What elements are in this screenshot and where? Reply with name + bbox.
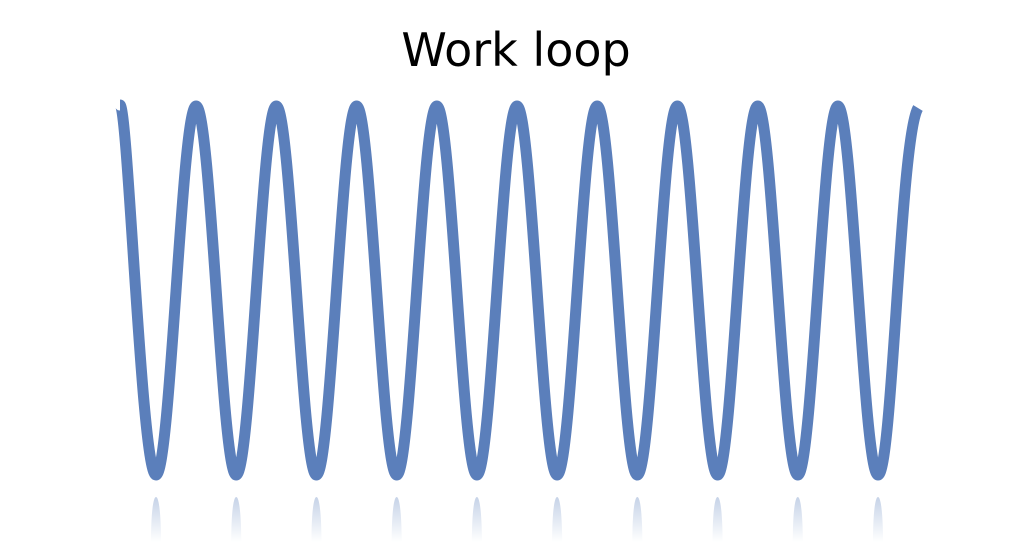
wave-reflection-lobe xyxy=(391,497,402,542)
wave-reflection-lobe xyxy=(792,497,803,542)
wave-reflection-lobe xyxy=(151,497,161,542)
wave-reflection-lobe xyxy=(712,497,723,542)
wave-reflection-lobe xyxy=(311,497,322,542)
work-loop-wave xyxy=(114,99,924,481)
wave-reflection-lobe xyxy=(231,497,242,542)
wave-reflection xyxy=(151,497,883,542)
wave-reflection-lobe xyxy=(471,497,482,542)
wave-reflection-lobe xyxy=(552,497,563,542)
wave-reflection-lobe xyxy=(873,497,883,542)
wave-reflection-lobe xyxy=(632,497,643,542)
diagram-title: Work loop xyxy=(401,23,631,77)
